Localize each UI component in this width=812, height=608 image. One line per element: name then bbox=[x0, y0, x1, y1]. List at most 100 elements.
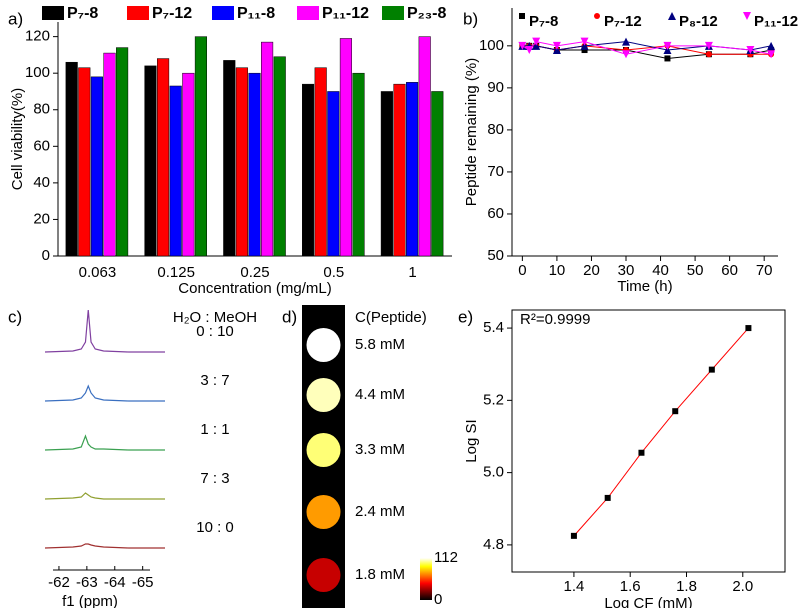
panel-label: a) bbox=[8, 9, 23, 28]
bar bbox=[157, 59, 169, 256]
bar bbox=[315, 68, 327, 256]
y-tick-label: 80 bbox=[33, 101, 50, 118]
x-tick-label: 20 bbox=[583, 262, 600, 279]
y-tick-label: 120 bbox=[25, 28, 50, 45]
x-tick-label: 1.4 bbox=[563, 578, 584, 595]
x-tick-label: 2.0 bbox=[732, 578, 753, 595]
x-tick-label: 1 bbox=[408, 264, 416, 281]
x-axis-title: Log CF (mM) bbox=[604, 595, 692, 608]
spectrum-line bbox=[45, 493, 165, 499]
fit-line bbox=[574, 328, 748, 536]
x-tick-label: -65 bbox=[132, 574, 154, 591]
bar bbox=[381, 91, 393, 256]
bar bbox=[340, 38, 352, 256]
bar bbox=[394, 84, 406, 256]
bar bbox=[406, 82, 418, 256]
bar bbox=[353, 73, 365, 256]
x-tick-label: 0.5 bbox=[323, 264, 344, 281]
bar bbox=[327, 91, 339, 256]
ratio-label: 0 : 10 bbox=[196, 323, 234, 340]
x-tick-label: 60 bbox=[721, 262, 738, 279]
legend-label: P₁₁-12 bbox=[754, 13, 798, 30]
spectrum-line bbox=[45, 386, 165, 401]
bar bbox=[236, 68, 248, 256]
colorbar-tick-label: 0 bbox=[434, 591, 442, 608]
y-tick-label: 4.8 bbox=[483, 536, 504, 553]
x-tick-label: 10 bbox=[549, 262, 566, 279]
marker bbox=[571, 533, 577, 539]
y-tick-label: 40 bbox=[33, 174, 50, 191]
bar bbox=[145, 66, 157, 256]
legend-swatch bbox=[127, 6, 149, 20]
y-tick-label: 60 bbox=[33, 137, 50, 154]
legend-label: P₈-12 bbox=[679, 13, 718, 30]
panel-label: d) bbox=[282, 307, 297, 326]
figure: a)020406080100120Cell viability(%)0.0630… bbox=[0, 0, 812, 608]
legend-label: P₇-12 bbox=[152, 5, 192, 22]
bar bbox=[261, 42, 273, 256]
plot-frame bbox=[512, 310, 785, 572]
legend-marker bbox=[519, 13, 525, 19]
concentration-label: 3.3 mM bbox=[355, 441, 405, 458]
y-axis-title: Cell viability(%) bbox=[9, 88, 26, 191]
bar bbox=[223, 60, 235, 256]
legend-label: P₂₃-8 bbox=[407, 5, 447, 22]
bar bbox=[78, 68, 90, 256]
bar bbox=[183, 73, 195, 256]
sample-spot bbox=[307, 495, 341, 529]
sample-spot bbox=[307, 558, 341, 592]
bar bbox=[91, 77, 103, 256]
x-tick-label: 40 bbox=[652, 262, 669, 279]
x-tick-label: 50 bbox=[687, 262, 704, 279]
legend-label: P₇-8 bbox=[529, 13, 558, 30]
panel-label: e) bbox=[458, 307, 473, 326]
ratio-label: 1 : 1 bbox=[200, 421, 229, 438]
y-axis-title: Log SI bbox=[463, 419, 480, 462]
marker bbox=[709, 367, 715, 373]
spectrum-line bbox=[45, 544, 165, 548]
legend-marker bbox=[594, 13, 600, 19]
bar bbox=[170, 86, 182, 256]
annotation: R²=0.9999 bbox=[520, 311, 590, 328]
panel-label: c) bbox=[8, 307, 22, 326]
ratio-label: 10 : 0 bbox=[196, 519, 234, 536]
x-axis-title: f1 (ppm) bbox=[62, 593, 118, 608]
marker bbox=[745, 325, 751, 331]
marker bbox=[622, 50, 630, 58]
marker bbox=[706, 51, 712, 57]
sample-spot bbox=[307, 433, 341, 467]
y-tick-label: 20 bbox=[33, 210, 50, 227]
x-tick-label: 70 bbox=[756, 262, 773, 279]
ratio-label: 3 : 7 bbox=[200, 372, 229, 389]
legend-swatch bbox=[297, 6, 319, 20]
x-tick-label: 1.6 bbox=[620, 578, 641, 595]
legend-swatch bbox=[212, 6, 234, 20]
legend-swatch bbox=[382, 6, 404, 20]
bar bbox=[195, 37, 207, 256]
legend-marker bbox=[668, 12, 676, 20]
colorbar-tick-label: 112 bbox=[434, 549, 458, 566]
legend-swatch bbox=[42, 6, 64, 20]
marker bbox=[605, 495, 611, 501]
concentration-label: 5.8 mM bbox=[355, 336, 405, 353]
spectrum-line bbox=[45, 310, 165, 352]
y-tick-label: 100 bbox=[479, 37, 504, 54]
legend-label: P₁₁-8 bbox=[237, 5, 275, 22]
y-tick-label: 60 bbox=[487, 205, 504, 222]
marker bbox=[664, 55, 670, 61]
x-tick-label: -64 bbox=[104, 574, 126, 591]
bar bbox=[66, 62, 78, 256]
x-tick-label: 0.125 bbox=[157, 264, 195, 281]
marker bbox=[638, 450, 644, 456]
bar bbox=[116, 48, 128, 256]
y-tick-label: 50 bbox=[487, 247, 504, 264]
x-tick-label: 0 bbox=[518, 262, 526, 279]
marker bbox=[672, 408, 678, 414]
y-tick-label: 5.0 bbox=[483, 464, 504, 481]
y-tick-label: 70 bbox=[487, 163, 504, 180]
marker bbox=[525, 46, 533, 54]
colorbar bbox=[420, 558, 432, 600]
y-axis-title: Peptide remaining (%) bbox=[463, 58, 480, 206]
y-tick-label: 80 bbox=[487, 121, 504, 138]
x-tick-label: 30 bbox=[618, 262, 635, 279]
